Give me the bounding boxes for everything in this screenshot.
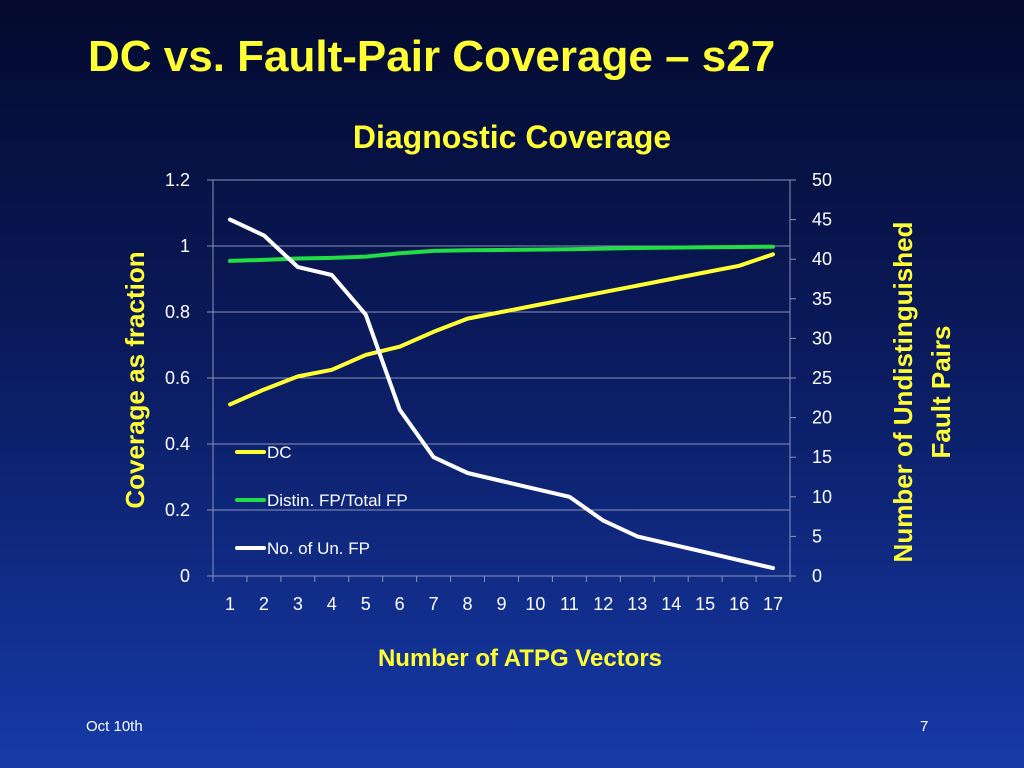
x-tick-label: 7 bbox=[429, 594, 439, 614]
y2-tick-label: 20 bbox=[812, 408, 832, 428]
y-tick-label: 1 bbox=[180, 236, 190, 256]
slide-title: DC vs. Fault-Pair Coverage – s27 bbox=[88, 32, 776, 81]
x-tick-label: 11 bbox=[560, 594, 579, 614]
diagnostic-coverage-chart: Diagnostic Coverage 0 0.2 0.4 0.6 0.8 1 1.2 0 5 1… bbox=[120, 119, 956, 672]
y2-axis-title-line1: Number of Undistinguished bbox=[888, 222, 918, 563]
y-tick-label: 0.2 bbox=[165, 500, 190, 520]
y-tick-label: 1.2 bbox=[165, 170, 190, 190]
y2-axis-title-line2: Fault Pairs bbox=[926, 326, 956, 459]
x-tick-label: 14 bbox=[661, 594, 681, 614]
slide-number: 7 bbox=[920, 718, 929, 735]
y2-tick-label: 15 bbox=[812, 447, 832, 467]
footer-date: Oct 10th bbox=[86, 718, 143, 735]
legend-label: Distin. FP/Total FP bbox=[267, 491, 408, 510]
legend-label: DC bbox=[267, 443, 292, 462]
x-tick-label: 9 bbox=[496, 594, 506, 614]
x-tick-label: 8 bbox=[463, 594, 473, 614]
x-tick-label: 5 bbox=[361, 594, 371, 614]
legend-label: No. of Un. FP bbox=[267, 539, 370, 558]
x-tick-label: 3 bbox=[293, 594, 303, 614]
y-tick-label: 0 bbox=[180, 566, 190, 586]
y2-tick-label: 5 bbox=[812, 526, 822, 546]
y2-tick-label: 25 bbox=[812, 368, 832, 388]
x-tick-label: 16 bbox=[729, 594, 749, 614]
y2-tick-label: 50 bbox=[812, 170, 832, 190]
y2-tick-label: 10 bbox=[812, 487, 832, 507]
x-tick-label: 1 bbox=[225, 594, 235, 614]
x-tick-label: 10 bbox=[525, 594, 545, 614]
legend: DC Distin. FP/Total FP No. of Un. FP bbox=[235, 443, 408, 558]
y2-tick-label: 0 bbox=[812, 566, 822, 586]
series-line-2 bbox=[228, 217, 775, 571]
y-tick-label: 0.4 bbox=[165, 434, 190, 454]
x-tick-label: 4 bbox=[327, 594, 337, 614]
y2-tick-label: 40 bbox=[812, 249, 832, 269]
y2-tick-label: 30 bbox=[812, 328, 832, 348]
x-axis-title: Number of ATPG Vectors bbox=[378, 645, 662, 672]
x-tick-label: 13 bbox=[627, 594, 647, 614]
x-tick-label: 2 bbox=[259, 594, 269, 614]
y-tick-label: 0.6 bbox=[165, 368, 190, 388]
y-tick-label: 0.8 bbox=[165, 302, 190, 322]
x-tick-label: 17 bbox=[763, 594, 783, 614]
y2-tick-label: 35 bbox=[812, 289, 832, 309]
x-tick-label: 12 bbox=[593, 594, 613, 614]
x-tick-label: 15 bbox=[695, 594, 715, 614]
chart-title: Diagnostic Coverage bbox=[353, 119, 671, 155]
x-tick-label: 6 bbox=[395, 594, 405, 614]
series-line-1 bbox=[228, 244, 775, 263]
y-axis-title: Coverage as fraction bbox=[120, 251, 150, 508]
y2-tick-label: 45 bbox=[812, 210, 832, 230]
series-lines bbox=[228, 217, 775, 571]
series-line-0 bbox=[228, 252, 775, 407]
